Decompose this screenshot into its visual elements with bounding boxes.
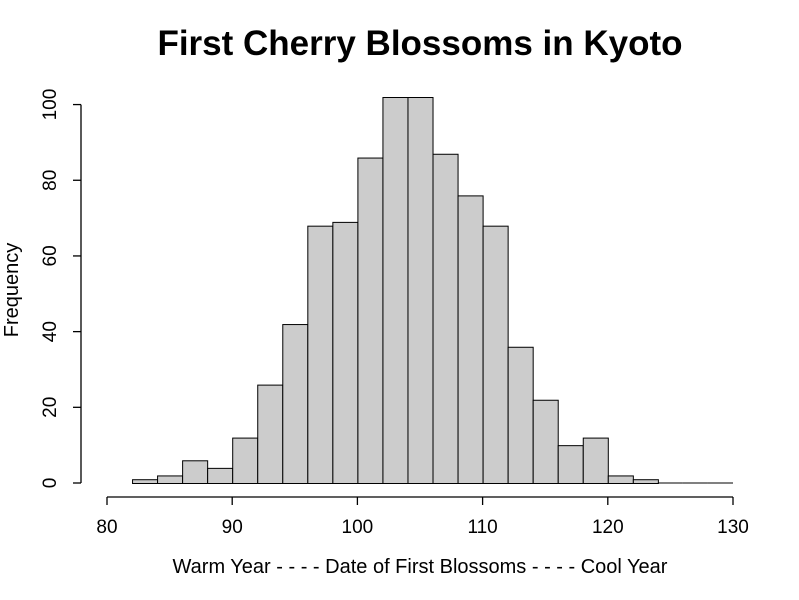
histogram-bar [582, 437, 609, 484]
histogram-bar [207, 467, 234, 484]
histogram-bar [157, 475, 184, 484]
y-tick-label: 0 [40, 478, 61, 489]
x-tick-label: 100 [342, 517, 374, 538]
histogram-bar [282, 324, 309, 485]
y-tick-label: 40 [40, 321, 61, 342]
histogram-bar [482, 225, 509, 485]
histogram-bar [632, 479, 659, 485]
chart-title: First Cherry Blossoms in Kyoto [157, 24, 682, 63]
histogram-bar [457, 195, 484, 484]
x-tick-label: 120 [592, 517, 624, 538]
y-tick-label: 60 [40, 245, 61, 266]
x-tick-label: 130 [717, 517, 749, 538]
histogram-bar [382, 97, 409, 484]
y-axis: 0 20 40 60 80 100 [40, 89, 82, 489]
histogram-bar [307, 225, 334, 485]
histogram-bar [432, 153, 459, 484]
y-tick-label: 20 [40, 397, 61, 418]
histogram-bar [182, 460, 209, 485]
x-axis-label: Warm Year - - - - Date of First Blossoms… [173, 556, 668, 578]
x-tick-label: 90 [222, 517, 243, 538]
y-tick-label: 80 [40, 170, 61, 191]
x-axis: 80 90 100 110 120 130 [96, 496, 749, 538]
histogram-bar [607, 475, 634, 484]
histogram-bar [257, 384, 284, 485]
histogram-bar [407, 97, 434, 484]
x-tick-label: 80 [96, 517, 117, 538]
x-tick-label: 110 [467, 517, 497, 538]
histogram-bar [132, 479, 159, 485]
histogram-bar [332, 221, 359, 484]
y-axis-label: Frequency [1, 243, 23, 338]
histogram-bar [357, 157, 384, 485]
histogram-bar [507, 346, 534, 484]
y-tick-label: 100 [40, 89, 61, 121]
histogram-bar [557, 445, 584, 484]
histogram-bar [532, 399, 559, 484]
histogram-bar [232, 437, 259, 484]
bars-group [132, 97, 733, 485]
